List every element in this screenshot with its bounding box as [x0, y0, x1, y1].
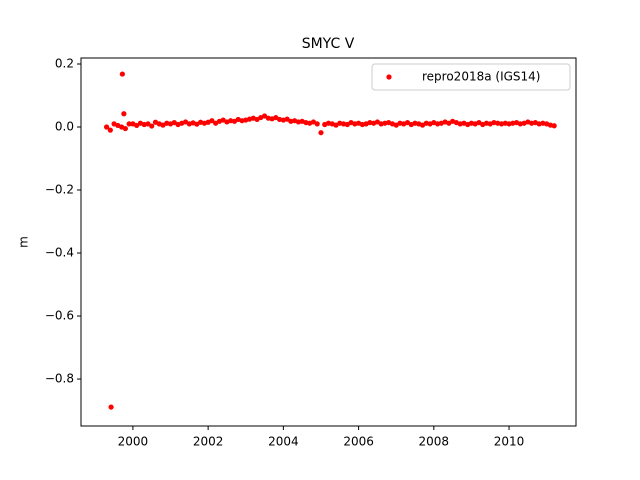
- x-tick-label: 2006: [343, 435, 374, 449]
- y-tick-label: −0.4: [45, 246, 74, 260]
- y-tick-label: 0.2: [55, 56, 74, 70]
- point: [551, 123, 557, 129]
- point: [149, 123, 155, 129]
- plot-frame: [80, 57, 577, 427]
- y-tick-label: −0.2: [45, 183, 74, 197]
- point: [145, 121, 151, 127]
- point: [121, 111, 127, 117]
- x-tick-label: 2008: [419, 435, 450, 449]
- y-tick-label: −0.8: [45, 372, 74, 386]
- point: [103, 124, 110, 130]
- point: [318, 130, 324, 136]
- point: [119, 71, 125, 77]
- point: [209, 118, 215, 124]
- x-tick-label: 2004: [268, 435, 299, 449]
- point: [126, 121, 132, 127]
- y-tick-label: 0.0: [55, 120, 74, 134]
- x-tick-label: 2000: [118, 435, 149, 449]
- legend-marker: [386, 74, 392, 80]
- chart-title: SMYC V: [302, 36, 355, 52]
- point: [314, 121, 320, 127]
- y-axis-label: m: [17, 236, 31, 248]
- point: [261, 113, 268, 119]
- point: [107, 127, 113, 133]
- x-tick-label: 2002: [193, 435, 224, 449]
- y-tick-label: −0.6: [45, 309, 74, 323]
- legend-box: [371, 63, 571, 91]
- point: [134, 122, 140, 129]
- x-tick-label: 2010: [494, 435, 525, 449]
- point: [122, 125, 128, 132]
- point: [284, 116, 290, 122]
- point: [108, 404, 114, 410]
- legend-label: repro2018a (IGS14): [422, 70, 540, 84]
